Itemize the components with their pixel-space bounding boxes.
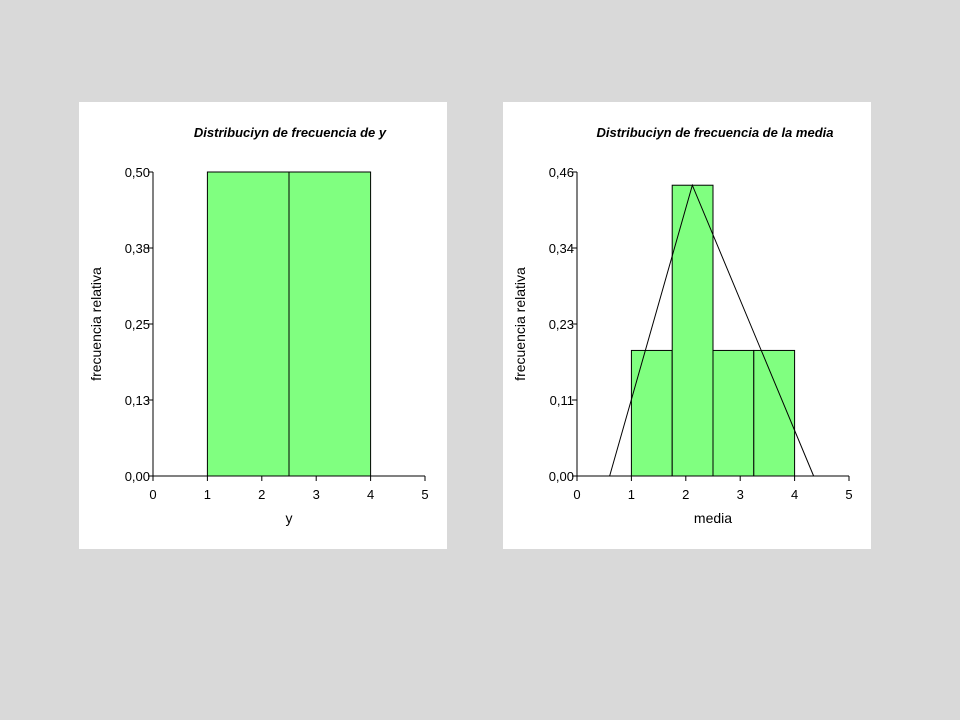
y-axis-label: frecuencia relativa xyxy=(512,267,528,381)
histogram-bar xyxy=(206,171,290,477)
y-tick-label: 0,00 xyxy=(549,469,574,484)
y-tick-label: 0,23 xyxy=(549,317,574,332)
y-tick-label: 0,25 xyxy=(125,317,150,332)
histogram-bar xyxy=(630,349,673,477)
histogram-panel-media: Distribuciyn de frecuencia de la media 0… xyxy=(503,102,871,549)
x-tick-label: 1 xyxy=(204,487,211,502)
histogram-bar xyxy=(671,184,714,477)
histogram-panel-y: Distribuciyn de frecuencia de y 0 1 2 3 4 5 0,… xyxy=(79,102,447,549)
chart-title: Distribuciyn de frecuencia de la media xyxy=(597,125,834,140)
x-tick-label: 3 xyxy=(313,487,320,502)
x-tick-label: 3 xyxy=(737,487,744,502)
x-tick-label: 1 xyxy=(628,487,635,502)
y-tick-label: 0,50 xyxy=(125,165,150,180)
distribution-curve-line xyxy=(609,183,815,477)
chart-title: Distribuciyn de frecuencia de y xyxy=(194,125,387,140)
x-tick-label: 2 xyxy=(682,487,689,502)
x-axis-label: media xyxy=(694,510,732,526)
y-tick-label: 0,38 xyxy=(125,241,150,256)
histogram-media-chart: Distribuciyn de frecuencia de la media 0… xyxy=(512,125,853,526)
x-tick-label: 5 xyxy=(421,487,428,502)
x-tick-label: 5 xyxy=(845,487,852,502)
x-tick-label: 4 xyxy=(791,487,798,502)
histogram-bar xyxy=(712,349,755,477)
y-tick-label: 0,13 xyxy=(125,393,150,408)
histogram-bar xyxy=(288,171,372,477)
y-axis-label: frecuencia relativa xyxy=(88,267,104,381)
x-axis-label: y xyxy=(286,510,293,526)
y-tick-label: 0,00 xyxy=(125,469,150,484)
y-tick-label: 0,34 xyxy=(549,241,574,256)
x-tick-label: 4 xyxy=(367,487,374,502)
x-tick-label: 0 xyxy=(149,487,156,502)
x-tick-label: 0 xyxy=(573,487,580,502)
x-tick-label: 2 xyxy=(258,487,265,502)
y-tick-label: 0,11 xyxy=(550,393,574,408)
histogram-y-chart: Distribuciyn de frecuencia de y 0 1 2 3 4 5 0,… xyxy=(88,125,429,526)
histogram-bar xyxy=(753,349,796,477)
y-tick-label: 0,46 xyxy=(549,165,574,180)
